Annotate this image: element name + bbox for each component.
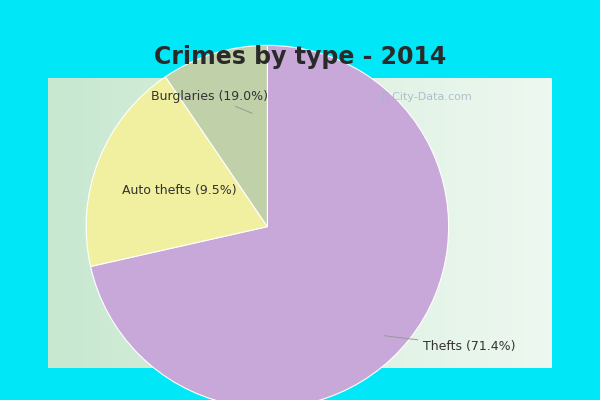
- Text: Thefts (71.4%): Thefts (71.4%): [385, 336, 516, 353]
- Text: ⓘ City-Data.com: ⓘ City-Data.com: [382, 92, 472, 102]
- Text: Crimes by type - 2014: Crimes by type - 2014: [154, 45, 446, 69]
- Wedge shape: [166, 45, 268, 227]
- Wedge shape: [86, 77, 268, 266]
- Text: Auto thefts (9.5%): Auto thefts (9.5%): [122, 184, 237, 197]
- Wedge shape: [91, 45, 449, 400]
- Text: Burglaries (19.0%): Burglaries (19.0%): [151, 90, 268, 113]
